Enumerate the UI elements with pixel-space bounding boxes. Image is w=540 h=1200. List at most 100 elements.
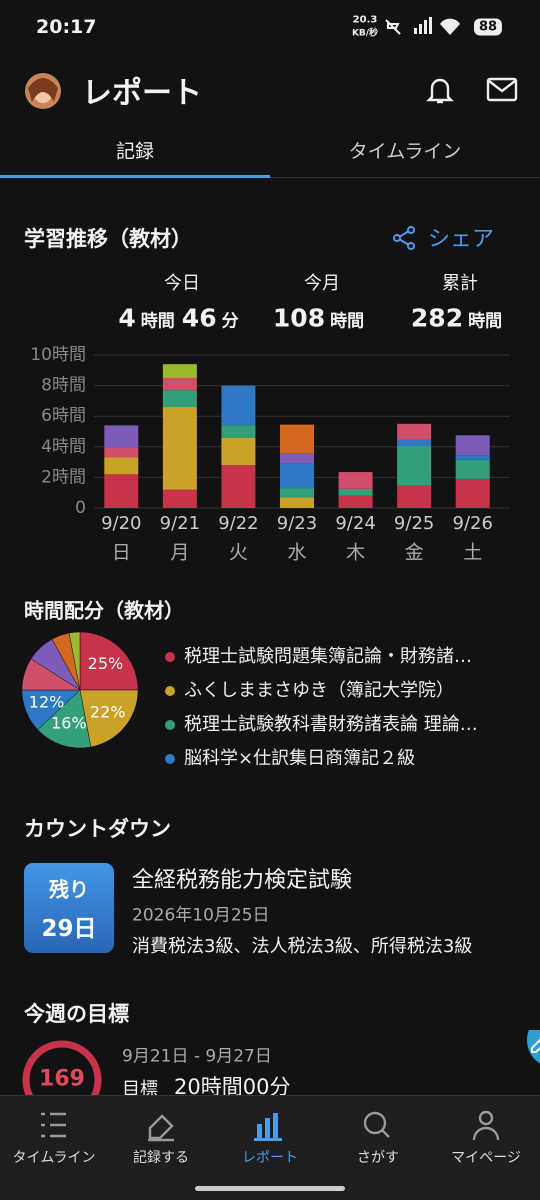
pie-slice <box>68 631 81 691</box>
bar-segment <box>455 459 490 479</box>
tab-divider <box>0 177 540 178</box>
tab-indicator <box>0 175 270 178</box>
exam-date: 2026年10月25日 <box>132 905 270 926</box>
y-tick-label: 0 <box>75 498 86 518</box>
nav-icons <box>41 1110 500 1142</box>
legend-dot <box>165 686 175 696</box>
exam-title[interactable]: 全経税務能力検定試験 <box>132 868 353 893</box>
summary-unit: 時間 <box>140 311 175 332</box>
battery: 88 <box>473 18 503 36</box>
summary-unit: 時間 <box>330 311 365 332</box>
bar-segment <box>397 485 432 508</box>
goal-range: 9月21日 - 9月27日 <box>122 1046 272 1067</box>
bar-segment <box>221 385 256 426</box>
goal-label: 目標 <box>122 1079 158 1100</box>
badge-label: 残り <box>49 877 89 902</box>
bar-chart: 0 2時間 4時間 6時間 8時間 10時間 9/20 日 9/21 月 9/22 火 9/23 水 9/2… <box>30 345 510 564</box>
pie-label: 22% <box>90 702 126 721</box>
bar-segment <box>162 377 197 391</box>
nav-item[interactable]: レポート <box>242 1150 298 1166</box>
bar-segment <box>104 425 139 448</box>
x-tick-label: 9/21 <box>160 513 200 534</box>
x-tick-label: 9/24 <box>335 513 375 534</box>
tab[interactable]: 記録 <box>115 140 155 163</box>
summary-value: 4 時間 46 分 <box>118 304 245 333</box>
bar-segment <box>280 463 314 489</box>
pie-label: 16% <box>51 714 87 733</box>
y-tick-label: 6時間 <box>41 406 86 426</box>
net-speed: 20.3 <box>352 14 378 26</box>
nav-item[interactable]: タイムライン <box>12 1150 96 1166</box>
summary-label: 今月 <box>304 273 340 294</box>
weekday-label: 木 <box>346 542 365 564</box>
goal-graphics <box>22 1030 540 1100</box>
bar-segment <box>338 472 373 489</box>
x-tick-label: 9/23 <box>277 513 317 534</box>
bar-segment <box>221 425 256 438</box>
legend-label: ふくしままさゆき（簿記大学院） <box>184 680 454 701</box>
legend-label: 脳科学×仕訳集日商簿記２級 <box>184 748 415 765</box>
x-tick-label: 9/22 <box>218 513 258 534</box>
pie-label: 12% <box>29 693 65 712</box>
summary-number: 108 <box>272 303 326 333</box>
pie-slice <box>79 689 139 748</box>
bar-segment <box>280 453 314 464</box>
page-title: レポート <box>82 76 202 111</box>
summary-value: 108 時間 <box>273 304 371 333</box>
x-tick-label: 9/26 <box>453 513 493 534</box>
bar-segment <box>104 457 139 475</box>
bar-segment <box>221 465 256 508</box>
nav-item[interactable]: さがす <box>357 1150 399 1166</box>
goal-ring-value: 169 <box>39 1066 85 1092</box>
bar-segment <box>280 497 314 508</box>
pie-label: 25% <box>88 654 124 673</box>
bar-segment <box>104 474 139 508</box>
mail-icon[interactable] <box>486 76 520 104</box>
share-icon[interactable] <box>392 225 418 251</box>
summary-number: 282 <box>410 303 464 333</box>
x-tick-label: 9/20 <box>101 513 141 534</box>
summary-unit: 分 <box>221 311 239 332</box>
avatar[interactable] <box>24 72 62 110</box>
pie-slice <box>37 689 92 749</box>
bottom-nav <box>0 1095 540 1200</box>
bar-segment <box>162 489 197 508</box>
clock: 20:17 <box>36 16 97 38</box>
section-title: 学習推移（教材） <box>24 227 192 251</box>
bar-segment <box>397 446 432 486</box>
net-unit: KB/秒 <box>351 28 379 39</box>
legend-label: 税理士試験教科書財務諸表論 理論… <box>184 714 478 735</box>
summary-label: 累計 <box>442 273 478 294</box>
weekday-label: 水 <box>287 542 306 564</box>
y-tick-label: 10時間 <box>30 345 86 365</box>
exam-subjects: 消費税法3級、法人税法3級、所得税法3級 <box>132 936 473 957</box>
status-icons <box>385 17 460 35</box>
weekday-label: 土 <box>463 542 482 564</box>
nav-item[interactable]: 記録する <box>133 1150 189 1166</box>
weekday-label: 金 <box>405 542 424 564</box>
bar-segment <box>455 478 490 508</box>
summary-number: 46 <box>181 303 217 333</box>
bell-icon[interactable] <box>424 74 456 106</box>
nav-item[interactable]: マイページ <box>451 1150 521 1166</box>
bar-segment <box>221 437 256 466</box>
bar-segment <box>455 455 490 460</box>
bar-segment <box>162 364 197 378</box>
summary-unit: 時間 <box>468 311 503 332</box>
badge-days: 29日 <box>41 916 97 942</box>
summary-label: 今日 <box>164 273 200 294</box>
bar-segment <box>162 407 197 490</box>
legend-dot <box>165 754 175 764</box>
bar-segment <box>397 423 432 440</box>
bar-segment <box>104 447 139 458</box>
summary-value: 282 時間 <box>411 304 509 333</box>
section-title: 時間配分（教材） <box>24 598 184 623</box>
weekday-label: 日 <box>112 542 131 564</box>
pie-chart: 25% 22%16% 12% 税理士試験問題集簿記論・財務諸… ふくしままさゆき（簿記大… <box>21 631 478 765</box>
bar-segment <box>280 488 314 498</box>
tab[interactable]: タイムライン <box>348 140 462 163</box>
x-tick-label: 9/25 <box>394 513 434 534</box>
countdown-badge <box>24 863 114 953</box>
bar-segment <box>455 435 490 456</box>
share-button[interactable]: シェア <box>428 227 495 252</box>
